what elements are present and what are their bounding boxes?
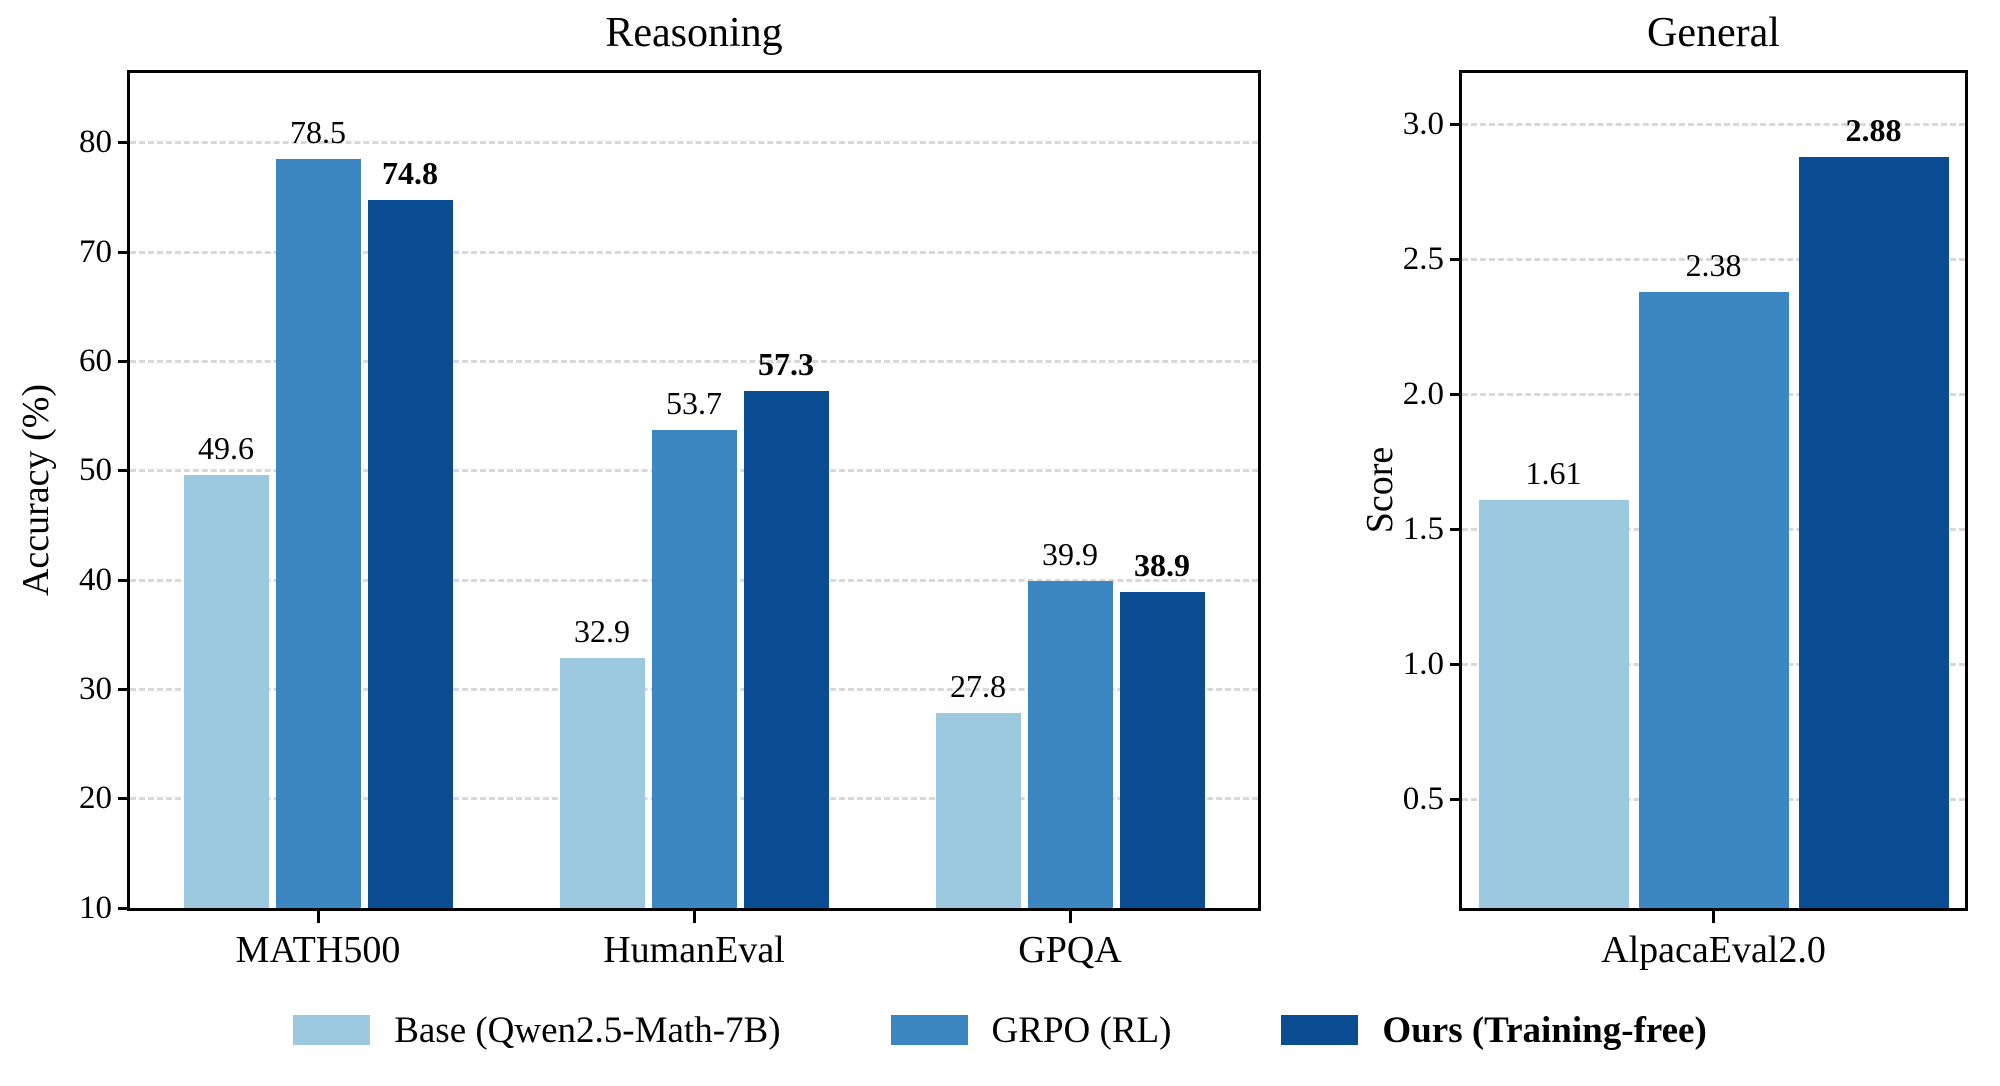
- bar-HumanEval-series-1: [651, 430, 737, 908]
- bar-GPQA-series-1: [1027, 581, 1113, 908]
- gridline: [130, 141, 1258, 145]
- reasoning-panel-title: Reasoning: [605, 10, 783, 56]
- x-tick-mark: [316, 911, 320, 923]
- bar-value-label: 32.9: [574, 612, 630, 649]
- general-panel-title: General: [1647, 10, 1780, 56]
- x-tick-mark: [1068, 911, 1072, 923]
- y-tick-label: 0.5: [1402, 781, 1444, 818]
- legend-item: GRPO (RL): [890, 1009, 1172, 1052]
- legend: Base (Qwen2.5-Math-7B) GRPO (RL) Ours (Tra…: [0, 1000, 2000, 1060]
- y-tick-mark: [118, 469, 130, 473]
- bar-value-label: 2.88: [1845, 111, 1902, 148]
- bar-value-label: 57.3: [758, 346, 814, 383]
- y-tick-mark: [118, 906, 130, 910]
- y-tick-mark: [118, 797, 130, 801]
- bar-value-label: 1.61: [1525, 454, 1582, 491]
- y-tick-label: 1.0: [1402, 646, 1444, 683]
- y-tick-label: 30: [79, 670, 112, 707]
- legend-swatch: [293, 1015, 371, 1045]
- category-label: MATH500: [235, 929, 401, 971]
- y-tick-mark: [1450, 663, 1462, 667]
- legend-label: GRPO (RL): [991, 1009, 1172, 1051]
- gridline: [1462, 122, 1965, 126]
- y-tick-mark: [1450, 393, 1462, 397]
- bar-value-label: 53.7: [666, 385, 722, 422]
- legend-item: Ours (Training-free): [1281, 1009, 1707, 1052]
- y-tick-label: 2.0: [1402, 376, 1444, 413]
- legend-item: Base (Qwen2.5-Math-7B): [293, 1009, 781, 1052]
- legend-label: Ours (Training-free): [1382, 1009, 1707, 1051]
- y-tick-mark: [118, 687, 130, 691]
- y-tick-mark: [1450, 257, 1462, 261]
- gridline: [130, 360, 1258, 364]
- category-label: GPQA: [1018, 929, 1122, 971]
- bar-GPQA-series-2: [1119, 592, 1205, 908]
- bar-value-label: 27.8: [950, 668, 1006, 705]
- legend-label: Base (Qwen2.5-Math-7B): [394, 1009, 781, 1051]
- x-tick-mark: [692, 911, 696, 923]
- bar-value-label: 2.38: [1685, 246, 1742, 283]
- bar-MATH500-series-2: [367, 199, 453, 908]
- bar-value-label: 49.6: [198, 430, 254, 467]
- bar-HumanEval-series-0: [559, 657, 645, 908]
- y-tick-label: 3.0: [1402, 105, 1444, 142]
- y-tick-mark: [1450, 122, 1462, 126]
- bar-GPQA-series-0: [935, 713, 1021, 908]
- gridline: [130, 250, 1258, 254]
- legend-swatch: [890, 1015, 968, 1045]
- y-tick-mark: [118, 360, 130, 364]
- y-tick-label: 80: [79, 124, 112, 161]
- y-tick-label: 50: [79, 452, 112, 489]
- bar-value-label: 74.8: [382, 154, 438, 191]
- y-tick-mark: [118, 141, 130, 145]
- y-tick-label: 40: [79, 561, 112, 598]
- y-tick-mark: [1450, 528, 1462, 532]
- y-tick-mark: [118, 578, 130, 582]
- bar-value-label: 38.9: [1134, 547, 1190, 584]
- y-tick-label: 60: [79, 343, 112, 380]
- x-tick-mark: [1712, 911, 1715, 923]
- bar-AlpacaEval2.0-series-2: [1798, 156, 1949, 908]
- category-label: AlpacaEval2.0: [1601, 929, 1826, 971]
- y-tick-label: 2.5: [1402, 240, 1444, 277]
- y-tick-label: 10: [79, 889, 112, 926]
- gridline: [1462, 257, 1965, 261]
- bar-value-label: 39.9: [1042, 536, 1098, 573]
- y-tick-mark: [118, 250, 130, 254]
- y-tick-label: 1.5: [1402, 511, 1444, 548]
- y-tick-mark: [1450, 798, 1462, 802]
- y-tick-label: 70: [79, 233, 112, 270]
- category-label: HumanEval: [603, 929, 785, 971]
- bar-AlpacaEval2.0-series-0: [1478, 499, 1629, 908]
- bar-value-label: 78.5: [290, 114, 346, 151]
- legend-swatch: [1281, 1015, 1359, 1045]
- y-tick-label: 20: [79, 780, 112, 817]
- bar-MATH500-series-0: [183, 475, 269, 908]
- bar-HumanEval-series-2: [743, 391, 829, 908]
- bar-AlpacaEval2.0-series-1: [1638, 291, 1789, 908]
- bar-MATH500-series-1: [275, 159, 361, 908]
